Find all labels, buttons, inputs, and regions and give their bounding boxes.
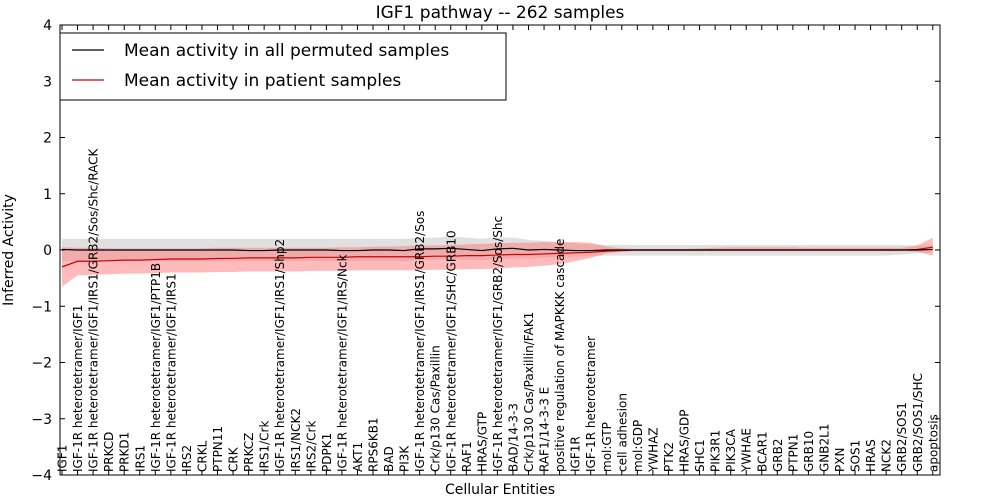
x-tick-label: PTPN11: [211, 426, 225, 472]
x-tick-label: Crk/p130 Cas/Paxillin/FAK1: [522, 312, 536, 472]
x-tick-label: IRS2/Crk: [304, 421, 318, 472]
chart-title: IGF1 pathway -- 262 samples: [376, 3, 625, 23]
y-axis: −4 −3 −2 −1 0 1 2 3 4: [31, 18, 940, 484]
x-tick-label: IGF-1R heterotetramer/IGF1/IRS/Nck: [335, 254, 349, 472]
x-tick-label: IGF-1R heterotetramer/IGF1/IRS1: [164, 273, 178, 472]
x-tick-label: NCK2: [880, 439, 894, 472]
x-tick-label: BAD: [382, 446, 396, 472]
x-tick-label: mol:GTP: [600, 422, 614, 472]
x-tick-label: IGF-1R heterotetramer/IGF1/IRS1/GRB2/Sos: [413, 211, 427, 472]
x-tick-label: IGF-1R heterotetramer: [584, 336, 598, 472]
x-tick-label: IRS1/NCK2: [289, 408, 303, 472]
x-tick-label: GNB2L1: [817, 424, 831, 472]
y-axis-label: Inferred Activity: [1, 194, 17, 306]
x-tick-label: IGF-1R heterotetramer/IGF1/GRB2/Sos/Shc: [491, 216, 505, 472]
x-tick-label: IGF-1R heterotetramer/IGF1: [71, 305, 85, 472]
x-axis-label: Cellular Entities: [445, 482, 555, 498]
x-tick-label: PXN: [833, 448, 847, 472]
x-tick-label: PRKCD: [102, 432, 116, 472]
x-tick-label: RAF1/14-3-3 E: [538, 387, 552, 472]
line-permuted: [61, 247, 933, 252]
x-tick-label: PTK2: [662, 442, 676, 472]
x-tick-label: HRAS: [864, 439, 878, 472]
x-tick-label: AKT1: [351, 442, 365, 472]
x-tick-label: CRK: [227, 446, 241, 472]
x-tick-label: RPS6KB1: [367, 417, 381, 472]
y-tick-label: 4: [43, 18, 52, 34]
x-tick-label: GRB10: [802, 431, 816, 472]
y-tick-label: −4: [31, 468, 52, 484]
y-tick-label: 0: [43, 243, 52, 259]
x-tick-label: PIK3CA: [724, 428, 738, 472]
x-tick-label: IGF-1R heterotetramer/IGF1/PTP1B: [149, 263, 163, 472]
y-tick-label: −3: [31, 412, 52, 428]
y-tick-label: −2: [31, 356, 52, 372]
x-tick-label: Crk/p130 Cas/Paxillin: [429, 345, 443, 472]
x-tick-label: PDPK1: [320, 433, 334, 472]
x-tick-label: YWHAE: [740, 428, 754, 473]
x-tick-label: cell adhesion: [615, 393, 629, 472]
x-tick-label: IRS2: [180, 445, 194, 472]
x-tick-label: SOS1: [849, 440, 863, 472]
x-tick-label: GRB2/SOS1: [895, 402, 909, 472]
x-tick-label: RAF1: [460, 441, 474, 472]
legend-box: [59, 32, 507, 101]
legend-label-patient: Mean activity in patient samples: [124, 71, 401, 91]
x-tick-label: PRKD1: [118, 432, 132, 472]
x-tick-label: PRKCZ: [242, 433, 256, 472]
y-tick-label: −1: [31, 299, 52, 315]
x-tick-label: IGF1R: [569, 436, 583, 472]
x-tick-label: BCAR1: [755, 431, 769, 472]
x-tick-label: GRB2: [771, 438, 785, 472]
legend-label-permuted: Mean activity in all permuted samples: [124, 41, 449, 61]
x-tick-label: PTPN1: [786, 434, 800, 472]
x-tick-label: apoptosis: [926, 414, 940, 472]
series-lines: [61, 246, 933, 268]
x-axis: IGF1 IGF-1R heterotetramer/IGF1 IGF-1R het…: [56, 25, 940, 475]
x-tick-label: SHC1: [693, 439, 707, 472]
x-tick-label: PI3K: [398, 445, 412, 472]
x-tick-label: BAD/14-3-3: [506, 403, 520, 472]
x-tick-label: mol:GDP: [631, 420, 645, 472]
y-tick-label: 2: [43, 131, 52, 147]
legend: Mean activity in all permuted samples Me…: [59, 32, 507, 101]
x-tick-label: GRB2/SOS1/SHC: [911, 373, 925, 472]
x-tick-label: IGF-1R heterotetramer/IGF1/IRS1/Shp2: [273, 239, 287, 472]
x-tick-label: positive regulation of MAPKKK cascade: [553, 239, 567, 472]
x-tick-label: IRS1: [133, 445, 147, 472]
x-tick-label: IGF-1R heterotetramer/IGF1/SHC/GRB10: [444, 230, 458, 472]
x-tick-label: HRAS/GDP: [678, 409, 692, 472]
x-tick-label: HRAS/GTP: [475, 412, 489, 472]
x-tick-label: IRS1/Crk: [258, 421, 272, 472]
x-tick-label: CRKL: [195, 440, 209, 472]
y-tick-label: 1: [43, 187, 52, 203]
y-tick-label: 3: [43, 74, 52, 90]
x-tick-label: YWHAZ: [646, 427, 660, 473]
x-tick-label: PIK3R1: [709, 430, 723, 472]
x-tick-label: IGF-1R heterotetramer/IGF1/IRS1/GRB2/Sos…: [87, 147, 101, 472]
x-tick-label: IGF1: [56, 445, 70, 472]
